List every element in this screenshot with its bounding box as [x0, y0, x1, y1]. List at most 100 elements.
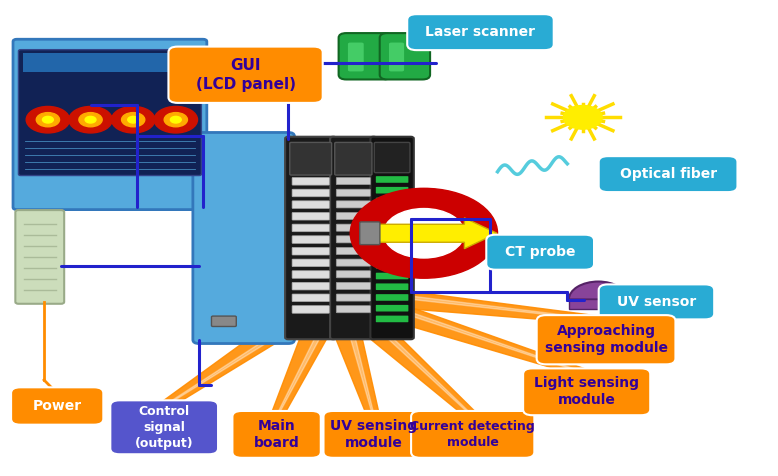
- Circle shape: [79, 113, 102, 127]
- Text: UV sensing
module: UV sensing module: [330, 419, 417, 450]
- FancyBboxPatch shape: [569, 298, 628, 309]
- FancyBboxPatch shape: [348, 42, 364, 71]
- FancyBboxPatch shape: [376, 176, 408, 183]
- Text: CT probe: CT probe: [505, 245, 576, 259]
- FancyBboxPatch shape: [336, 294, 370, 301]
- FancyBboxPatch shape: [336, 248, 370, 255]
- Text: GUI
(LCD panel): GUI (LCD panel): [195, 58, 296, 91]
- FancyBboxPatch shape: [376, 166, 408, 172]
- Circle shape: [43, 116, 54, 123]
- Text: Laser scanner: Laser scanner: [426, 25, 535, 39]
- FancyBboxPatch shape: [336, 189, 370, 196]
- FancyBboxPatch shape: [16, 210, 64, 304]
- FancyBboxPatch shape: [292, 271, 329, 278]
- FancyBboxPatch shape: [599, 284, 714, 319]
- Wedge shape: [569, 281, 628, 299]
- FancyBboxPatch shape: [376, 251, 408, 258]
- FancyBboxPatch shape: [292, 294, 329, 302]
- FancyBboxPatch shape: [523, 368, 650, 415]
- Circle shape: [384, 208, 464, 258]
- Text: UV sensor: UV sensor: [617, 295, 696, 309]
- Polygon shape: [271, 289, 351, 417]
- FancyBboxPatch shape: [292, 154, 329, 162]
- Text: Light sensing
module: Light sensing module: [534, 376, 640, 407]
- Circle shape: [350, 188, 498, 278]
- FancyBboxPatch shape: [537, 315, 675, 364]
- Text: Optical fiber: Optical fiber: [619, 167, 717, 181]
- FancyBboxPatch shape: [376, 294, 408, 301]
- Polygon shape: [337, 291, 374, 416]
- FancyBboxPatch shape: [292, 189, 329, 197]
- FancyBboxPatch shape: [11, 387, 103, 425]
- FancyBboxPatch shape: [233, 411, 321, 458]
- Circle shape: [154, 107, 198, 133]
- FancyBboxPatch shape: [13, 39, 207, 209]
- FancyBboxPatch shape: [193, 132, 294, 344]
- Circle shape: [26, 107, 69, 133]
- FancyBboxPatch shape: [292, 224, 329, 232]
- FancyBboxPatch shape: [292, 212, 329, 220]
- FancyBboxPatch shape: [336, 178, 370, 185]
- Polygon shape: [159, 286, 347, 408]
- FancyBboxPatch shape: [324, 411, 423, 458]
- FancyBboxPatch shape: [376, 198, 408, 204]
- FancyBboxPatch shape: [19, 50, 202, 176]
- Circle shape: [128, 116, 138, 123]
- FancyBboxPatch shape: [336, 224, 370, 231]
- FancyBboxPatch shape: [169, 47, 323, 103]
- FancyBboxPatch shape: [376, 155, 408, 161]
- Polygon shape: [327, 283, 590, 377]
- FancyBboxPatch shape: [374, 142, 410, 173]
- Polygon shape: [318, 290, 380, 417]
- FancyBboxPatch shape: [376, 219, 408, 226]
- FancyBboxPatch shape: [23, 53, 197, 72]
- FancyBboxPatch shape: [389, 42, 404, 71]
- Polygon shape: [335, 287, 606, 321]
- FancyBboxPatch shape: [336, 201, 370, 208]
- FancyBboxPatch shape: [292, 282, 329, 290]
- FancyBboxPatch shape: [376, 187, 408, 194]
- FancyBboxPatch shape: [338, 33, 391, 79]
- Text: Approaching
sensing module: Approaching sensing module: [545, 324, 668, 356]
- Circle shape: [164, 113, 187, 127]
- Circle shape: [68, 107, 112, 133]
- FancyBboxPatch shape: [376, 316, 408, 322]
- FancyBboxPatch shape: [336, 154, 370, 161]
- FancyBboxPatch shape: [336, 271, 370, 278]
- Text: Current detecting
module: Current detecting module: [410, 420, 535, 449]
- FancyBboxPatch shape: [380, 33, 430, 79]
- FancyBboxPatch shape: [292, 166, 329, 173]
- FancyBboxPatch shape: [336, 282, 370, 289]
- Circle shape: [121, 113, 145, 127]
- FancyBboxPatch shape: [292, 259, 329, 267]
- FancyBboxPatch shape: [336, 212, 370, 219]
- Polygon shape: [332, 282, 607, 325]
- Polygon shape: [336, 288, 587, 374]
- Circle shape: [111, 107, 155, 133]
- FancyBboxPatch shape: [336, 236, 370, 243]
- FancyBboxPatch shape: [376, 283, 408, 290]
- FancyBboxPatch shape: [336, 306, 370, 313]
- FancyBboxPatch shape: [376, 230, 408, 237]
- FancyBboxPatch shape: [376, 208, 408, 215]
- FancyBboxPatch shape: [289, 142, 331, 175]
- FancyBboxPatch shape: [376, 305, 408, 311]
- FancyBboxPatch shape: [486, 235, 594, 270]
- FancyBboxPatch shape: [292, 178, 329, 185]
- Polygon shape: [276, 293, 344, 416]
- Polygon shape: [321, 287, 478, 418]
- Text: Control
signal
(output): Control signal (output): [135, 405, 194, 450]
- Circle shape: [85, 116, 96, 123]
- FancyBboxPatch shape: [376, 240, 408, 247]
- FancyBboxPatch shape: [336, 166, 370, 173]
- Polygon shape: [163, 294, 342, 407]
- FancyBboxPatch shape: [411, 411, 534, 458]
- Text: Power: Power: [33, 399, 82, 413]
- FancyBboxPatch shape: [110, 400, 218, 454]
- FancyBboxPatch shape: [292, 236, 329, 243]
- FancyBboxPatch shape: [292, 201, 329, 208]
- FancyBboxPatch shape: [292, 248, 329, 255]
- FancyBboxPatch shape: [359, 222, 380, 245]
- FancyBboxPatch shape: [336, 259, 370, 266]
- FancyBboxPatch shape: [292, 306, 329, 313]
